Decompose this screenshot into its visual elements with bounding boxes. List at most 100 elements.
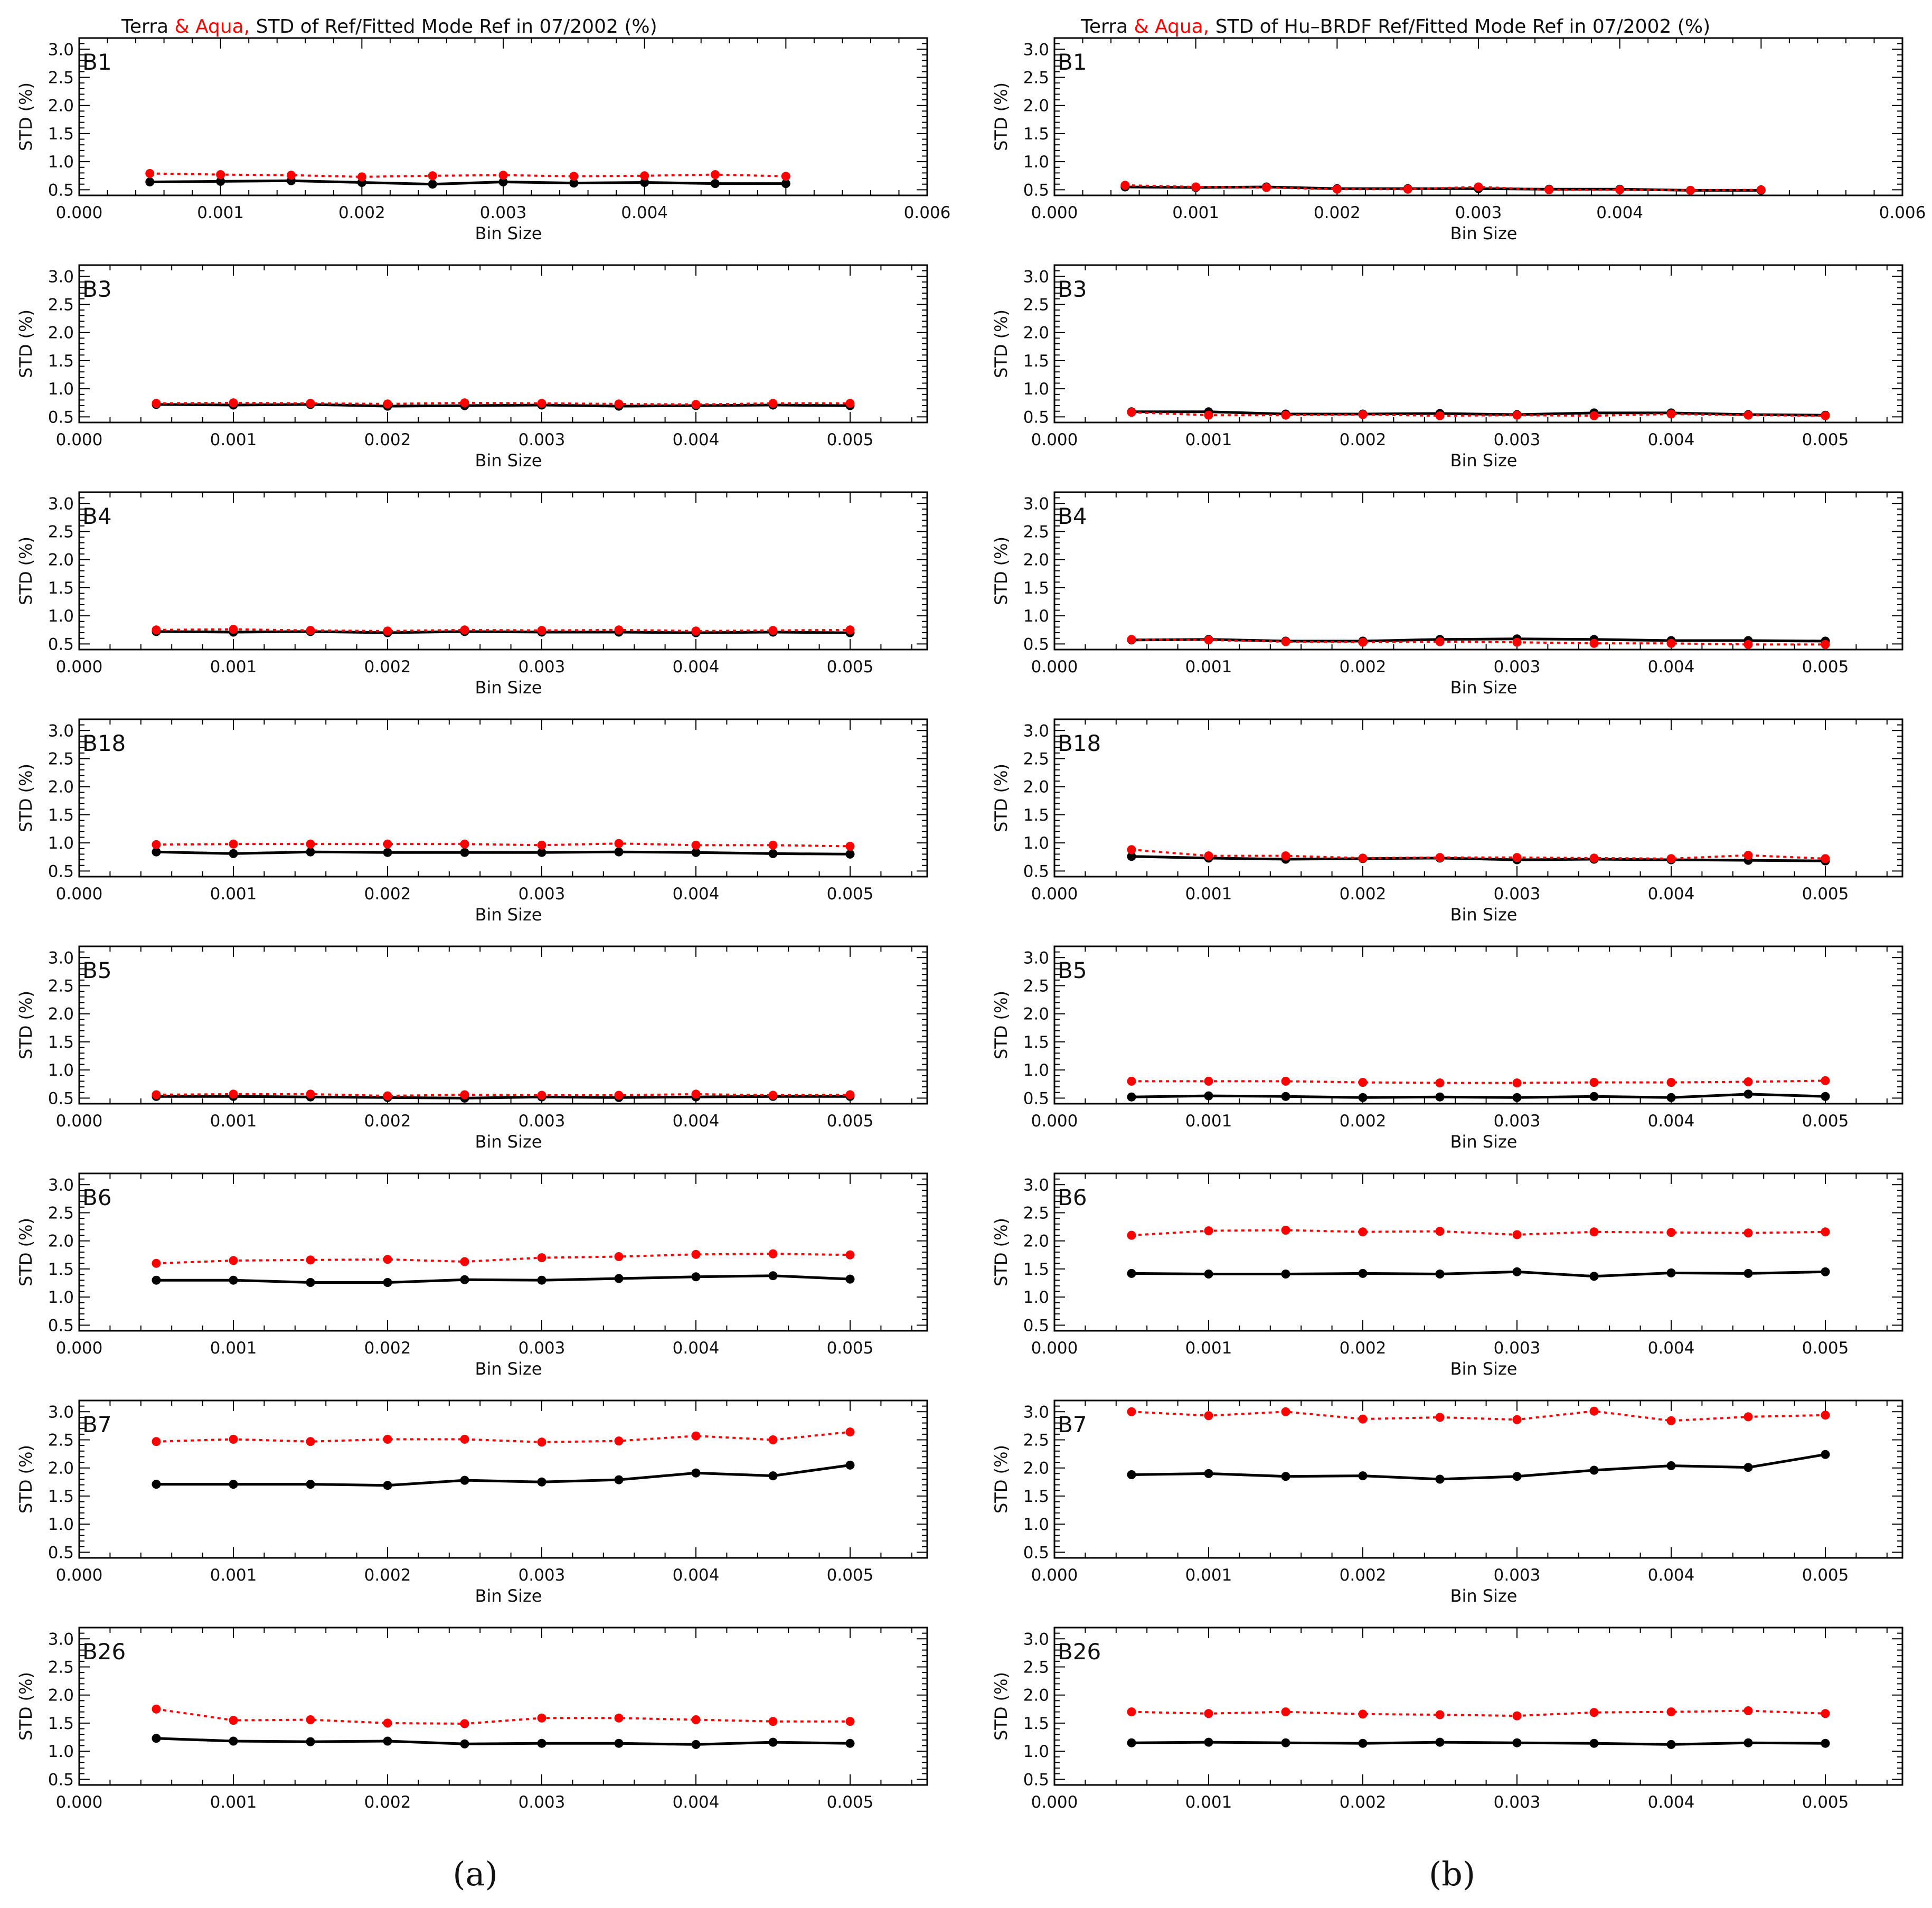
x-axis-label: Bin Size <box>1450 450 1518 471</box>
data-point-terra <box>1589 1272 1599 1281</box>
data-point-terra <box>691 1740 701 1749</box>
data-point-terra <box>1204 1469 1213 1478</box>
data-point-terra <box>614 847 624 857</box>
x-tick-label: 0.005 <box>827 1339 874 1358</box>
data-point-aqua <box>306 1089 315 1099</box>
y-tick-label: 2.0 <box>1023 1459 1049 1478</box>
series-line-terra <box>1131 1741 1826 1746</box>
data-point-aqua <box>229 625 238 634</box>
data-point-terra <box>1743 1738 1753 1747</box>
data-point-aqua <box>1435 1710 1445 1719</box>
y-tick-label: 1.5 <box>1023 1260 1049 1279</box>
panel-b6: 0.5 1.0 1.5 2.0 2.5 3.0 0.000 0.001 0.002 0.003 0.… <box>16 1172 928 1379</box>
data-point-aqua <box>1544 185 1554 194</box>
data-point-terra <box>1512 1093 1522 1102</box>
x-tick-label: 0.002 <box>1314 203 1361 222</box>
x-tick-label: 0.001 <box>1185 885 1232 904</box>
panel-b6: 0.5 1.0 1.5 2.0 2.5 3.0 0.000 0.001 0.002 0.003 0.… <box>991 1172 1903 1379</box>
data-point-aqua <box>1120 181 1130 190</box>
x-tick-label: 0.005 <box>1802 1793 1849 1812</box>
panel-b3: 0.5 1.0 1.5 2.0 2.5 3.0 0.000 0.001 0.002 0.003 0.… <box>991 264 1903 471</box>
x-tick-label: 0.000 <box>1031 1112 1078 1131</box>
y-tick-label: 1.0 <box>48 1742 74 1761</box>
data-point-terra <box>229 1736 238 1746</box>
y-tick-label: 1.0 <box>1023 1061 1049 1080</box>
y-axis-label: STD (%) <box>991 309 1011 378</box>
y-tick-label: 3.0 <box>48 948 74 967</box>
data-point-aqua <box>1589 1078 1599 1087</box>
data-point-aqua <box>229 839 238 849</box>
data-point-aqua <box>152 625 161 635</box>
data-point-aqua <box>537 1091 546 1100</box>
data-point-terra <box>845 1274 855 1284</box>
band-label: B1 <box>82 49 112 75</box>
x-tick-label: 0.000 <box>56 430 103 449</box>
data-point-aqua <box>1474 182 1483 192</box>
y-tick-label: 3.0 <box>48 1630 74 1649</box>
x-tick-label: 0.006 <box>904 203 951 222</box>
series-line-aqua <box>156 1708 850 1725</box>
panel-b7: 0.5 1.0 1.5 2.0 2.5 3.0 0.000 0.001 0.002 0.003 0.… <box>991 1399 1903 1606</box>
data-point-aqua <box>383 1255 392 1264</box>
y-tick-label: 2.0 <box>1023 778 1049 797</box>
data-point-terra <box>383 848 392 857</box>
x-tick-label: 0.004 <box>1648 430 1695 449</box>
x-tick-label: 0.002 <box>364 1793 411 1812</box>
data-point-terra <box>1204 1737 1213 1747</box>
x-tick-label: 0.001 <box>210 1793 257 1812</box>
data-point-terra <box>1666 1461 1676 1470</box>
data-point-aqua <box>306 626 315 635</box>
x-tick-label: 0.002 <box>364 1339 411 1358</box>
data-point-aqua <box>1281 851 1290 861</box>
data-point-aqua <box>383 626 392 636</box>
data-point-terra <box>383 1736 392 1746</box>
y-tick-label: 2.5 <box>48 69 74 88</box>
data-point-terra <box>569 178 579 188</box>
data-point-aqua <box>1435 1413 1445 1422</box>
y-tick-label: 2.0 <box>48 1005 74 1024</box>
data-point-aqua <box>1589 1406 1599 1416</box>
data-point-terra <box>614 1274 624 1283</box>
data-point-terra <box>1281 1738 1290 1747</box>
panel-b26: 0.5 1.0 1.5 2.0 2.5 3.0 0.000 0.001 0.002 0.003 0.… <box>991 1627 1903 1812</box>
x-tick-label: 0.000 <box>56 657 103 676</box>
y-tick-label: 1.5 <box>1023 806 1049 825</box>
data-point-aqua <box>537 840 546 850</box>
x-tick-label: 0.004 <box>673 885 720 904</box>
x-tick-label: 0.003 <box>519 430 566 449</box>
data-point-terra <box>383 1278 392 1287</box>
data-point-aqua <box>1686 185 1695 195</box>
data-point-aqua <box>768 399 778 408</box>
data-point-aqua <box>152 840 161 849</box>
y-tick-label: 2.0 <box>1023 551 1049 570</box>
band-label: B4 <box>1058 503 1087 529</box>
data-point-aqua <box>1204 1076 1213 1086</box>
series-line-aqua <box>1131 1709 1826 1717</box>
data-point-terra <box>1821 1450 1830 1459</box>
y-axis-label: STD (%) <box>16 991 36 1059</box>
data-point-aqua <box>781 172 790 181</box>
x-tick-label: 0.001 <box>197 203 244 222</box>
x-tick-label: 0.000 <box>1031 203 1078 222</box>
x-tick-label: 0.001 <box>1185 1793 1232 1812</box>
data-point-aqua <box>1262 183 1271 192</box>
data-point-aqua <box>383 839 392 849</box>
y-tick-label: 0.5 <box>48 1316 74 1335</box>
x-axis-label: Bin Size <box>1450 678 1518 698</box>
x-tick-label: 0.003 <box>480 203 527 222</box>
x-tick-label: 0.001 <box>210 1339 257 1358</box>
data-point-terra <box>306 1737 315 1746</box>
y-tick-label: 2.0 <box>1023 1686 1049 1705</box>
data-point-aqua <box>1204 851 1213 861</box>
band-label: B26 <box>1058 1639 1101 1665</box>
column-a: Terra & Aqua, STD of Ref/Fitted Mode Ref… <box>16 16 950 1893</box>
y-tick-label: 0.5 <box>1023 1089 1049 1108</box>
data-point-terra <box>1204 1270 1213 1279</box>
data-point-aqua <box>229 1089 238 1099</box>
data-point-terra <box>1512 1738 1522 1747</box>
data-point-aqua <box>498 171 508 180</box>
x-tick-label: 0.000 <box>1031 657 1078 676</box>
data-point-aqua <box>768 1249 778 1258</box>
data-point-aqua <box>1589 638 1599 648</box>
data-point-aqua <box>1127 1230 1136 1240</box>
